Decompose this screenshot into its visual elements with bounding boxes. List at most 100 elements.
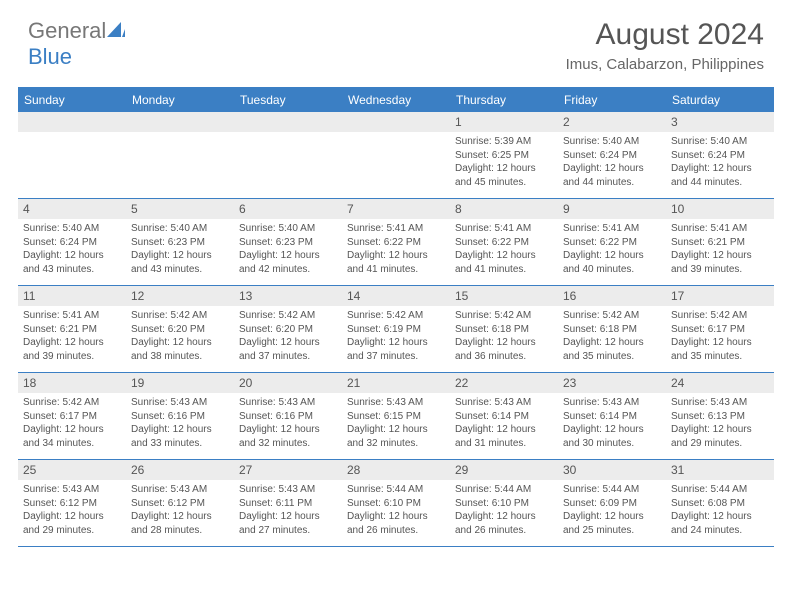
day-cell: 20Sunrise: 5:43 AMSunset: 6:16 PMDayligh… — [234, 373, 342, 459]
day-cell: 12Sunrise: 5:42 AMSunset: 6:20 PMDayligh… — [126, 286, 234, 372]
weekday-header: Wednesday — [342, 88, 450, 112]
day-cell: 6Sunrise: 5:40 AMSunset: 6:23 PMDaylight… — [234, 199, 342, 285]
empty-cell — [126, 112, 234, 198]
day-info: Sunrise: 5:40 AMSunset: 6:23 PMDaylight:… — [126, 219, 234, 279]
day-number: 5 — [126, 199, 234, 219]
day-cell: 28Sunrise: 5:44 AMSunset: 6:10 PMDayligh… — [342, 460, 450, 546]
day-info: Sunrise: 5:43 AMSunset: 6:12 PMDaylight:… — [126, 480, 234, 540]
day-number: 15 — [450, 286, 558, 306]
day-info: Sunrise: 5:41 AMSunset: 6:22 PMDaylight:… — [450, 219, 558, 279]
logo-text: GeneralBlue — [28, 18, 126, 70]
day-number: 28 — [342, 460, 450, 480]
day-cell: 26Sunrise: 5:43 AMSunset: 6:12 PMDayligh… — [126, 460, 234, 546]
empty-cell — [234, 112, 342, 198]
day-number: 4 — [18, 199, 126, 219]
day-number: 20 — [234, 373, 342, 393]
day-info: Sunrise: 5:43 AMSunset: 6:12 PMDaylight:… — [18, 480, 126, 540]
day-info: Sunrise: 5:40 AMSunset: 6:24 PMDaylight:… — [558, 132, 666, 192]
day-info: Sunrise: 5:42 AMSunset: 6:19 PMDaylight:… — [342, 306, 450, 366]
day-number: 3 — [666, 112, 774, 132]
day-info: Sunrise: 5:42 AMSunset: 6:18 PMDaylight:… — [450, 306, 558, 366]
logo-part1: General — [28, 18, 106, 43]
day-cell: 8Sunrise: 5:41 AMSunset: 6:22 PMDaylight… — [450, 199, 558, 285]
day-cell: 29Sunrise: 5:44 AMSunset: 6:10 PMDayligh… — [450, 460, 558, 546]
day-cell: 24Sunrise: 5:43 AMSunset: 6:13 PMDayligh… — [666, 373, 774, 459]
day-number — [342, 112, 450, 132]
day-number: 2 — [558, 112, 666, 132]
weekday-header: Monday — [126, 88, 234, 112]
day-number: 30 — [558, 460, 666, 480]
title-block: August 2024 Imus, Calabarzon, Philippine… — [566, 18, 764, 73]
day-number: 12 — [126, 286, 234, 306]
day-number — [234, 112, 342, 132]
day-cell: 21Sunrise: 5:43 AMSunset: 6:15 PMDayligh… — [342, 373, 450, 459]
day-cell: 4Sunrise: 5:40 AMSunset: 6:24 PMDaylight… — [18, 199, 126, 285]
week-row: 4Sunrise: 5:40 AMSunset: 6:24 PMDaylight… — [18, 199, 774, 286]
empty-cell — [342, 112, 450, 198]
day-info: Sunrise: 5:42 AMSunset: 6:20 PMDaylight:… — [234, 306, 342, 366]
day-number: 21 — [342, 373, 450, 393]
day-info: Sunrise: 5:44 AMSunset: 6:10 PMDaylight:… — [450, 480, 558, 540]
day-cell: 1Sunrise: 5:39 AMSunset: 6:25 PMDaylight… — [450, 112, 558, 198]
day-info: Sunrise: 5:42 AMSunset: 6:17 PMDaylight:… — [18, 393, 126, 453]
day-info: Sunrise: 5:40 AMSunset: 6:24 PMDaylight:… — [18, 219, 126, 279]
day-number: 27 — [234, 460, 342, 480]
day-number: 8 — [450, 199, 558, 219]
day-number: 29 — [450, 460, 558, 480]
day-info: Sunrise: 5:40 AMSunset: 6:23 PMDaylight:… — [234, 219, 342, 279]
weekday-header: Tuesday — [234, 88, 342, 112]
day-number: 1 — [450, 112, 558, 132]
day-info: Sunrise: 5:44 AMSunset: 6:08 PMDaylight:… — [666, 480, 774, 540]
day-info: Sunrise: 5:40 AMSunset: 6:24 PMDaylight:… — [666, 132, 774, 192]
day-cell: 2Sunrise: 5:40 AMSunset: 6:24 PMDaylight… — [558, 112, 666, 198]
day-number: 6 — [234, 199, 342, 219]
day-number: 17 — [666, 286, 774, 306]
day-info: Sunrise: 5:39 AMSunset: 6:25 PMDaylight:… — [450, 132, 558, 192]
week-row: 18Sunrise: 5:42 AMSunset: 6:17 PMDayligh… — [18, 373, 774, 460]
day-info: Sunrise: 5:43 AMSunset: 6:14 PMDaylight:… — [558, 393, 666, 453]
day-number: 19 — [126, 373, 234, 393]
day-info: Sunrise: 5:43 AMSunset: 6:11 PMDaylight:… — [234, 480, 342, 540]
week-row: 1Sunrise: 5:39 AMSunset: 6:25 PMDaylight… — [18, 112, 774, 199]
day-number — [18, 112, 126, 132]
day-cell: 18Sunrise: 5:42 AMSunset: 6:17 PMDayligh… — [18, 373, 126, 459]
day-info: Sunrise: 5:43 AMSunset: 6:15 PMDaylight:… — [342, 393, 450, 453]
day-cell: 17Sunrise: 5:42 AMSunset: 6:17 PMDayligh… — [666, 286, 774, 372]
day-cell: 22Sunrise: 5:43 AMSunset: 6:14 PMDayligh… — [450, 373, 558, 459]
day-cell: 11Sunrise: 5:41 AMSunset: 6:21 PMDayligh… — [18, 286, 126, 372]
weekday-header-row: SundayMondayTuesdayWednesdayThursdayFrid… — [18, 88, 774, 112]
day-info: Sunrise: 5:42 AMSunset: 6:17 PMDaylight:… — [666, 306, 774, 366]
day-cell: 15Sunrise: 5:42 AMSunset: 6:18 PMDayligh… — [450, 286, 558, 372]
day-info: Sunrise: 5:42 AMSunset: 6:18 PMDaylight:… — [558, 306, 666, 366]
day-number — [126, 112, 234, 132]
logo-sail-icon — [106, 18, 126, 44]
day-info: Sunrise: 5:43 AMSunset: 6:16 PMDaylight:… — [126, 393, 234, 453]
day-info: Sunrise: 5:42 AMSunset: 6:20 PMDaylight:… — [126, 306, 234, 366]
weekday-header: Thursday — [450, 88, 558, 112]
page-title: August 2024 — [566, 18, 764, 52]
day-number: 9 — [558, 199, 666, 219]
day-info: Sunrise: 5:41 AMSunset: 6:21 PMDaylight:… — [666, 219, 774, 279]
day-info: Sunrise: 5:41 AMSunset: 6:21 PMDaylight:… — [18, 306, 126, 366]
day-number: 10 — [666, 199, 774, 219]
day-number: 7 — [342, 199, 450, 219]
day-number: 22 — [450, 373, 558, 393]
day-cell: 9Sunrise: 5:41 AMSunset: 6:22 PMDaylight… — [558, 199, 666, 285]
day-cell: 14Sunrise: 5:42 AMSunset: 6:19 PMDayligh… — [342, 286, 450, 372]
day-cell: 27Sunrise: 5:43 AMSunset: 6:11 PMDayligh… — [234, 460, 342, 546]
day-number: 23 — [558, 373, 666, 393]
day-number: 25 — [18, 460, 126, 480]
day-cell: 31Sunrise: 5:44 AMSunset: 6:08 PMDayligh… — [666, 460, 774, 546]
header: GeneralBlue August 2024 Imus, Calabarzon… — [0, 0, 792, 81]
location: Imus, Calabarzon, Philippines — [566, 56, 764, 73]
weekday-header: Friday — [558, 88, 666, 112]
weekday-header: Sunday — [18, 88, 126, 112]
day-cell: 5Sunrise: 5:40 AMSunset: 6:23 PMDaylight… — [126, 199, 234, 285]
day-info: Sunrise: 5:43 AMSunset: 6:16 PMDaylight:… — [234, 393, 342, 453]
day-number: 16 — [558, 286, 666, 306]
day-number: 24 — [666, 373, 774, 393]
weekday-header: Saturday — [666, 88, 774, 112]
day-cell: 19Sunrise: 5:43 AMSunset: 6:16 PMDayligh… — [126, 373, 234, 459]
day-info: Sunrise: 5:43 AMSunset: 6:14 PMDaylight:… — [450, 393, 558, 453]
day-cell: 13Sunrise: 5:42 AMSunset: 6:20 PMDayligh… — [234, 286, 342, 372]
